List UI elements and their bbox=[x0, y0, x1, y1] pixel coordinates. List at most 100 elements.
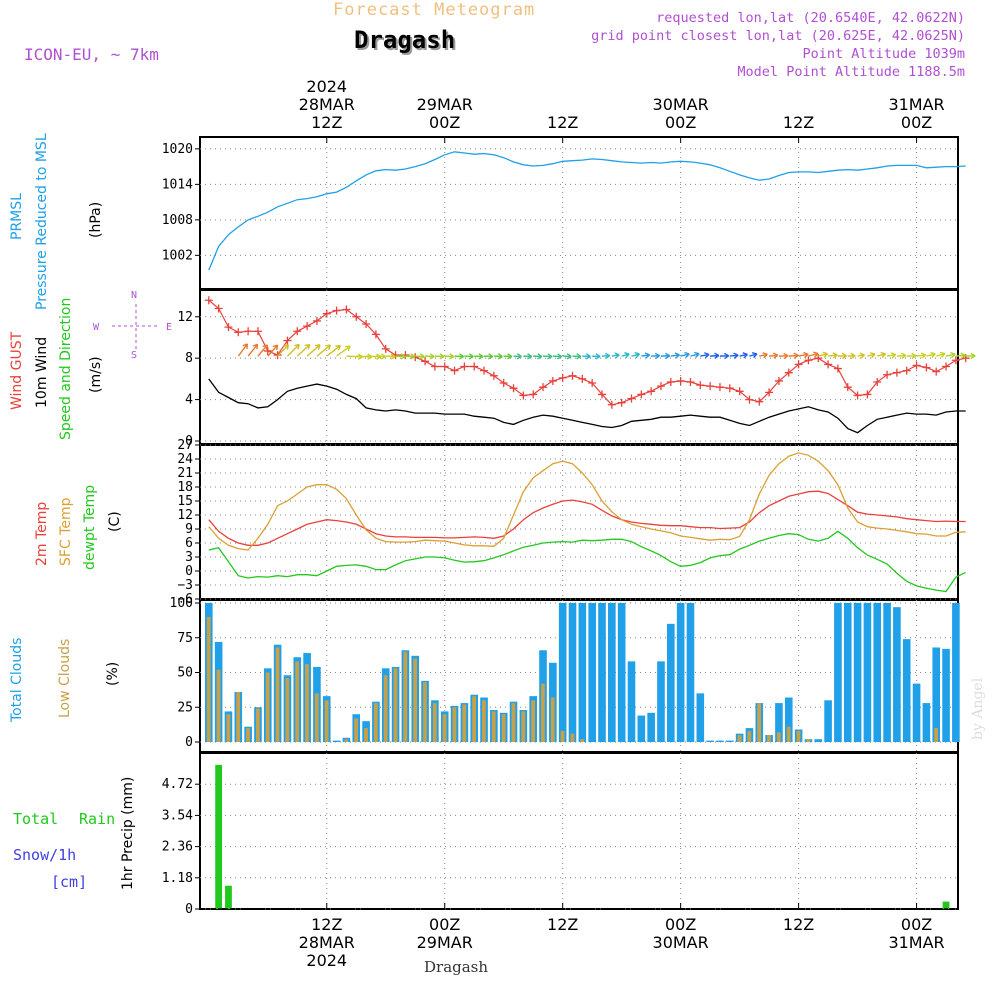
gust-marker bbox=[499, 379, 508, 388]
dewpt-line bbox=[208, 530, 966, 593]
wind-arrowhead bbox=[684, 351, 690, 359]
gust-marker bbox=[362, 320, 371, 329]
total-cloud-bar bbox=[814, 739, 823, 742]
total-cloud-bar bbox=[637, 715, 646, 742]
wind-arrowhead bbox=[665, 352, 671, 360]
wind-arrow bbox=[631, 353, 640, 357]
gust-marker bbox=[440, 362, 449, 371]
time-label-bottom: 30MAR bbox=[653, 933, 709, 952]
total-cloud-bar bbox=[716, 740, 724, 742]
wind-arrow bbox=[769, 354, 778, 357]
gust-marker bbox=[598, 390, 606, 399]
wind-arrowhead bbox=[294, 343, 300, 350]
low-cloud-bar bbox=[432, 703, 437, 742]
y-tick-label: 100 bbox=[170, 596, 193, 611]
gust-marker bbox=[234, 328, 243, 337]
wind-arrowhead bbox=[841, 352, 847, 360]
chart-title: Forecast Meteogram bbox=[333, 0, 536, 20]
wind-arrowhead bbox=[869, 352, 876, 359]
gust-marker bbox=[352, 312, 361, 321]
gust-marker bbox=[804, 356, 813, 365]
wind-arrowhead bbox=[783, 352, 789, 360]
low-cloud-bar bbox=[354, 718, 359, 742]
gust-marker bbox=[312, 316, 321, 325]
time-label-top: 12Z bbox=[311, 113, 342, 132]
wind-arrowhead bbox=[272, 344, 279, 351]
wind-arrowhead bbox=[813, 351, 819, 358]
wind-arrowhead bbox=[614, 352, 620, 359]
gust-marker bbox=[283, 336, 292, 345]
model-altitude: Model Point Altitude 1188.5m bbox=[737, 64, 965, 80]
time-label-top: 2024 bbox=[306, 77, 347, 96]
gust-marker bbox=[706, 382, 715, 391]
wind-arrowhead bbox=[566, 353, 572, 360]
wind-arrowhead bbox=[724, 352, 730, 360]
low-cloud-bar bbox=[550, 697, 555, 742]
wind-arrowhead bbox=[624, 352, 630, 359]
wind-arrowhead bbox=[644, 352, 651, 359]
gust-marker bbox=[293, 327, 302, 336]
low-cloud-bar bbox=[521, 711, 526, 742]
y-tick-label: 0 bbox=[185, 735, 193, 750]
gust-marker bbox=[725, 384, 734, 393]
gust-marker bbox=[883, 370, 892, 379]
time-label-bottom: 12Z bbox=[547, 915, 578, 934]
gust-marker bbox=[273, 351, 282, 360]
gust-marker bbox=[774, 376, 783, 385]
gust-marker bbox=[715, 383, 724, 392]
panel-frame-4 bbox=[199, 752, 959, 910]
gust-marker bbox=[303, 322, 312, 331]
wind-arrow bbox=[759, 353, 768, 357]
wind-arrowhead bbox=[242, 343, 249, 349]
wind-arrow bbox=[306, 344, 321, 357]
gust-marker bbox=[755, 397, 764, 406]
wind-arrowhead bbox=[488, 353, 494, 360]
y-tick-label: 0 bbox=[185, 434, 193, 449]
wind-arrowhead bbox=[674, 352, 680, 359]
low-cloud-bar bbox=[806, 739, 811, 742]
gust-marker bbox=[853, 391, 862, 400]
gust-marker bbox=[902, 366, 911, 375]
compass-s: S bbox=[131, 350, 137, 361]
low-cloud-bar bbox=[452, 707, 457, 742]
gust-marker bbox=[588, 379, 597, 388]
compass-e: E bbox=[166, 322, 172, 333]
temp2m-line bbox=[208, 490, 966, 546]
low-cloud-bar bbox=[246, 728, 250, 742]
wind-arrowhead bbox=[733, 352, 739, 359]
time-label-top: 00Z bbox=[429, 113, 460, 132]
wind-arrow bbox=[247, 343, 259, 357]
low-cloud-bar bbox=[482, 700, 486, 742]
gust-marker bbox=[548, 376, 557, 385]
panel-frame-1 bbox=[199, 289, 959, 445]
low-cloud-bar bbox=[413, 658, 418, 742]
y-tick-label: 8 bbox=[185, 351, 193, 366]
wind-arrowhead bbox=[390, 353, 396, 360]
wind-arrowhead bbox=[507, 353, 513, 360]
gust-marker bbox=[607, 400, 616, 409]
gust-marker bbox=[863, 390, 872, 399]
wind-arrowhead bbox=[654, 352, 661, 360]
wind-arrow bbox=[710, 354, 719, 357]
wind-arrowhead bbox=[458, 353, 465, 360]
low-cloud-bar bbox=[472, 696, 477, 742]
total-cloud-bar bbox=[558, 603, 567, 742]
total-cloud-bar bbox=[686, 603, 695, 742]
wind-arrowhead bbox=[345, 345, 351, 352]
gust-marker bbox=[371, 330, 380, 339]
wind-arrow bbox=[955, 354, 966, 357]
wind-arrowhead bbox=[419, 353, 425, 360]
total-cloud-bar bbox=[784, 697, 793, 742]
wind-arrowhead bbox=[930, 351, 936, 359]
low-cloud-bar bbox=[776, 732, 781, 742]
gust-marker bbox=[558, 373, 567, 382]
low-cloud-bar bbox=[275, 647, 280, 742]
gust-marker bbox=[244, 327, 253, 336]
wind-arrow bbox=[700, 353, 710, 357]
wind-arrowhead bbox=[762, 352, 768, 359]
gust-marker bbox=[932, 367, 941, 376]
y-tick-label: 4 bbox=[185, 393, 193, 408]
y-tick-label: 6 bbox=[185, 536, 193, 551]
wind-arrow bbox=[945, 353, 956, 357]
time-label-top: 29MAR bbox=[417, 95, 473, 114]
